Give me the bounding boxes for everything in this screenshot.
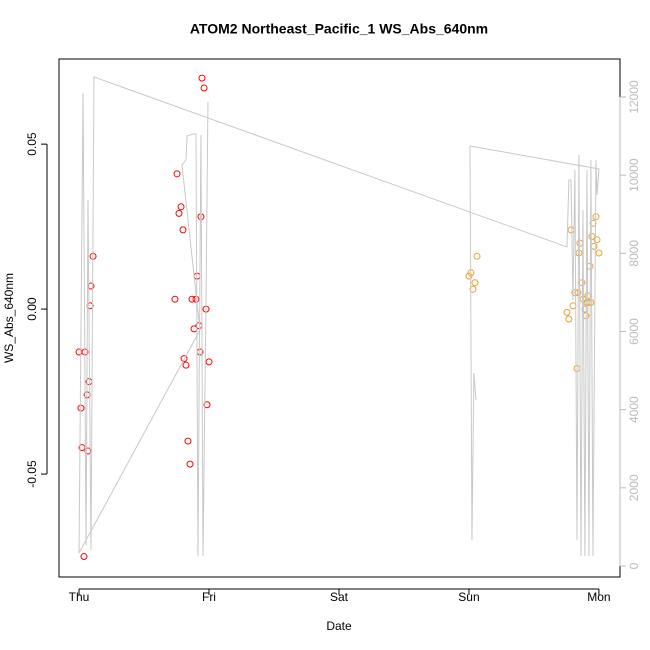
data-point <box>80 553 88 561</box>
data-point <box>563 308 571 316</box>
data-point <box>578 279 586 287</box>
data-point <box>593 236 601 244</box>
y2-tick-label: 6000 <box>627 318 641 345</box>
data-point <box>595 249 603 257</box>
data-point <box>182 361 190 369</box>
data-point <box>203 401 211 409</box>
chart-title: ATOM2 Northeast_Pacific_1 WS_Abs_640nm <box>190 21 488 37</box>
data-point <box>180 355 188 363</box>
x-axis-label: Date <box>326 619 352 633</box>
x-tick-label: Sun <box>458 590 479 604</box>
y2-tick-label: 2000 <box>627 474 641 501</box>
data-point <box>177 203 185 211</box>
x-tick-label: Mon <box>587 590 610 604</box>
x-tick-label: Fri <box>202 590 216 604</box>
x-tick-label: Thu <box>69 590 90 604</box>
plot-box <box>58 58 621 578</box>
data-point <box>573 364 581 372</box>
data-point <box>569 302 577 310</box>
data-point <box>77 404 85 412</box>
data-point <box>200 84 208 92</box>
data-point <box>171 295 179 303</box>
y2-tick-label: 12000 <box>627 80 641 114</box>
depth-line <box>78 76 600 557</box>
data-point <box>188 295 196 303</box>
data-point <box>198 74 206 82</box>
data-point <box>186 460 194 468</box>
y2-tick-label: 10000 <box>627 158 641 192</box>
data-point <box>179 226 187 234</box>
x-tick-label: Sat <box>330 590 349 604</box>
y2-tick-label: 0 <box>627 562 641 569</box>
data-point <box>473 252 481 260</box>
y-axis-label: WS_Abs_640nm <box>2 273 16 363</box>
data-point <box>565 315 573 323</box>
data-point <box>576 239 584 247</box>
y-tick-label: 0.00 <box>25 297 39 321</box>
data-point <box>469 285 477 293</box>
y-tick-label: 0.05 <box>25 132 39 156</box>
data-point <box>567 226 575 234</box>
data-point <box>205 358 213 366</box>
y2-tick-label: 8000 <box>627 240 641 267</box>
data-point <box>175 209 183 217</box>
data-point <box>173 170 181 178</box>
data-point <box>590 242 598 250</box>
data-point <box>184 437 192 445</box>
y-tick-label: -0.05 <box>25 460 39 488</box>
data-point <box>471 279 479 287</box>
y2-tick-label: 4000 <box>627 396 641 423</box>
